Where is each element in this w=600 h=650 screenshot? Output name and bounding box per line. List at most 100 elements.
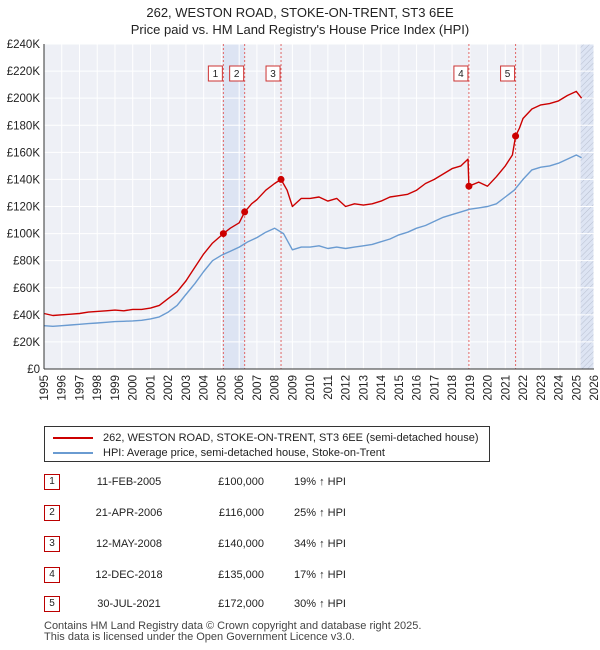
chart-subtitle: Price paid vs. HM Land Registry's House …	[131, 22, 469, 37]
table-row: 4 12-DEC-2018 £135,000 17% ↑ HPI	[44, 567, 464, 585]
sale-point	[277, 175, 285, 183]
x-tick-label: 2026	[589, 375, 600, 401]
y-tick-label: £100K	[7, 229, 41, 241]
x-tick-label: 2004	[199, 374, 211, 400]
x-tick-label: 1999	[110, 375, 122, 401]
sale-date: 12-DEC-2018	[95, 569, 163, 581]
sale-number-badge: 3	[44, 536, 60, 552]
y-tick-label: £120K	[7, 202, 41, 214]
x-tick-label: 2020	[483, 375, 495, 401]
sale-marker-number: 1	[213, 69, 219, 80]
sale-hpi-change: 30% ↑ HPI	[294, 598, 346, 610]
x-tick-label: 2023	[536, 375, 548, 401]
x-tick-label: 2011	[323, 375, 335, 400]
sale-point	[512, 132, 520, 140]
x-tick-label: 2012	[341, 375, 353, 401]
x-tick-label: 2021	[500, 375, 512, 401]
sale-marker-number: 2	[234, 69, 240, 80]
x-tick-label: 2014	[376, 374, 388, 400]
sale-hpi-change: 34% ↑ HPI	[294, 538, 346, 550]
sale-marker-number: 3	[270, 69, 276, 80]
sale-marker-box	[207, 65, 223, 82]
y-tick-label: £200K	[7, 93, 41, 105]
legend-item-property: 262, WESTON ROAD, STOKE-ON-TRENT, ST3 6E…	[53, 430, 479, 446]
sale-marker-box	[265, 65, 281, 82]
x-tick-label: 2006	[234, 375, 246, 401]
sale-marker-box	[453, 65, 469, 82]
sale-price: £140,000	[218, 538, 264, 550]
x-tick-label: 2005	[216, 375, 228, 401]
y-tick-label: £180K	[7, 120, 41, 132]
x-tick-label: 2022	[518, 375, 530, 401]
x-tick-label: 2003	[181, 375, 193, 401]
legend-swatch-property	[53, 437, 93, 439]
sale-number-badge: 2	[44, 505, 60, 521]
licence-notice: This data is licensed under the Open Gov…	[44, 631, 355, 643]
sale-date: 11-FEB-2005	[96, 476, 162, 488]
x-tick-label: 2002	[163, 375, 175, 401]
x-tick-label: 1997	[74, 375, 86, 401]
y-tick-label: £140K	[7, 174, 41, 186]
chart-title: 262, WESTON ROAD, STOKE-ON-TRENT, ST3 6E…	[146, 5, 454, 20]
y-tick-label: £60K	[13, 283, 40, 295]
sale-point	[219, 230, 227, 238]
y-tick-label: £240K	[7, 39, 41, 51]
sale-hpi-change: 19% ↑ HPI	[294, 476, 346, 488]
sale-hpi-change: 25% ↑ HPI	[294, 507, 346, 519]
sale-number-badge: 4	[44, 567, 60, 583]
sale-date: 30-JUL-2021	[97, 598, 161, 610]
legend-item-hpi: HPI: Average price, semi-detached house,…	[53, 445, 385, 461]
x-tick-label: 1998	[92, 375, 104, 401]
sale-price: £116,000	[218, 507, 264, 519]
sale-date: 21-APR-2006	[95, 507, 163, 519]
y-tick-label: £160K	[7, 147, 41, 159]
sale-price: £100,000	[218, 476, 264, 488]
x-tick-label: 2018	[447, 375, 459, 401]
x-tick-label: 2010	[305, 375, 317, 401]
chart-legend: 262, WESTON ROAD, STOKE-ON-TRENT, ST3 6E…	[44, 426, 490, 462]
y-tick-label: £0	[27, 364, 40, 376]
x-tick-label: 2019	[465, 375, 477, 401]
legend-swatch-hpi	[53, 452, 93, 454]
hpi-line	[43, 154, 582, 327]
attribution-footer: Contains HM Land Registry data © Crown c…	[44, 621, 421, 643]
y-tick-label: £40K	[13, 310, 40, 322]
sale-point	[465, 182, 473, 190]
property-price-line	[43, 90, 583, 317]
sale-price: £172,000	[218, 598, 264, 610]
copyright-notice: Contains HM Land Registry data © Crown c…	[44, 620, 422, 632]
table-row: 3 12-MAY-2008 £140,000 34% ↑ HPI	[44, 536, 464, 554]
sale-marker-box	[229, 65, 245, 82]
sale-date: 12-MAY-2008	[95, 538, 163, 550]
table-row: 1 11-FEB-2005 £100,000 19% ↑ HPI	[44, 474, 464, 492]
sale-point	[241, 208, 249, 216]
y-tick-label: £80K	[13, 256, 40, 268]
sale-price: £135,000	[218, 569, 264, 581]
y-tick-label: £220K	[7, 66, 41, 78]
x-tick-label: 2008	[270, 375, 282, 401]
x-tick-label: 2016	[412, 375, 424, 401]
x-tick-label: 1995	[39, 375, 51, 401]
x-tick-label: 2017	[429, 375, 441, 401]
table-row: 5 30-JUL-2021 £172,000 30% ↑ HPI	[44, 596, 464, 614]
sale-number-badge: 5	[44, 596, 60, 612]
sale-marker-number: 5	[505, 69, 511, 80]
x-tick-label: 2000	[128, 375, 140, 401]
sale-hpi-change: 17% ↑ HPI	[294, 569, 346, 581]
x-tick-label: 2025	[571, 375, 583, 401]
table-row: 2 21-APR-2006 £116,000 25% ↑ HPI	[44, 505, 464, 523]
legend-label-property: 262, WESTON ROAD, STOKE-ON-TRENT, ST3 6E…	[103, 432, 479, 444]
x-tick-label: 2007	[252, 375, 264, 401]
y-tick-label: £20K	[13, 337, 40, 349]
x-tick-label: 2015	[394, 375, 406, 401]
x-tick-label: 1996	[57, 375, 69, 401]
x-tick-label: 2013	[358, 375, 370, 401]
price-chart: 262, WESTON ROAD, STOKE-ON-TRENT, ST3 6E…	[7, 5, 600, 401]
x-tick-label: 2009	[287, 375, 299, 401]
sale-marker-box	[500, 65, 516, 82]
sale-marker-number: 4	[458, 69, 464, 80]
x-tick-label: 2001	[145, 375, 157, 401]
legend-label-hpi: HPI: Average price, semi-detached house,…	[103, 447, 385, 459]
x-tick-label: 2024	[554, 374, 566, 400]
sale-number-badge: 1	[44, 474, 60, 490]
